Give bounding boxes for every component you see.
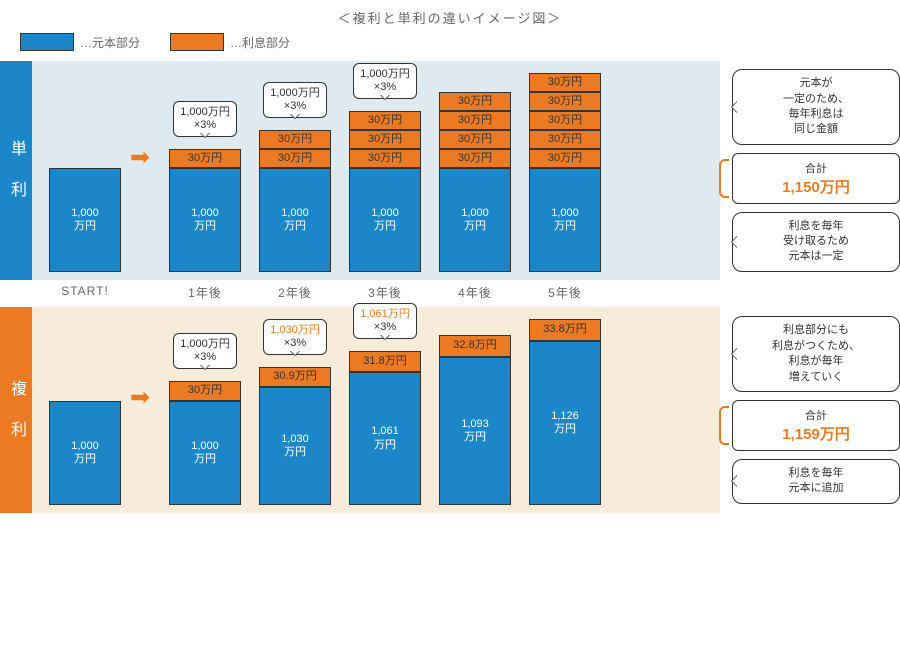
interest-seg: 30万円 bbox=[529, 149, 601, 168]
principal-seg: 1,000万円 bbox=[169, 168, 241, 272]
bar: 1,000万円30万円30万円30万円30万円 bbox=[439, 92, 511, 272]
legend-principal-label: …元本部分 bbox=[80, 34, 140, 51]
chart-title: ＜複利と単利の違いイメージ図＞ bbox=[0, 8, 900, 27]
compound-note-bottom: 利息を毎年元本に追加 bbox=[732, 459, 900, 504]
interest-seg: 30万円 bbox=[439, 111, 511, 130]
bar: 1,126万円33.8万円 bbox=[529, 319, 601, 505]
principal-seg: 1,061万円 bbox=[349, 372, 421, 505]
bar: 1,061万円31.8万円 bbox=[349, 351, 421, 505]
xaxis-label: START! bbox=[40, 284, 130, 301]
legend-interest-label: …利息部分 bbox=[230, 34, 290, 51]
simple-col: 1,000万円 bbox=[40, 168, 130, 272]
xaxis-label: 4年後 bbox=[430, 284, 520, 301]
xaxis-label: 5年後 bbox=[520, 284, 610, 301]
compound-total-label: 合計 bbox=[741, 407, 891, 423]
bar: 1,000万円 bbox=[49, 401, 121, 505]
bar: 1,000万円 bbox=[49, 168, 121, 272]
simple-col: 1,000万円30万円1,000万円×3% bbox=[160, 149, 250, 272]
interest-seg: 30万円 bbox=[259, 130, 331, 149]
tab-simple: 単 利 bbox=[0, 61, 32, 280]
interest-seg: 30万円 bbox=[529, 111, 601, 130]
legend-principal: …元本部分 bbox=[20, 33, 140, 51]
principal-seg: 1,093万円 bbox=[439, 357, 511, 505]
compound-col: 1,000万円 bbox=[40, 401, 130, 505]
interest-seg: 30万円 bbox=[439, 130, 511, 149]
arrow-icon: ➡ bbox=[130, 383, 160, 442]
legend: …元本部分 …利息部分 bbox=[0, 33, 900, 51]
interest-seg: 30万円 bbox=[529, 92, 601, 111]
simple-section: 単 利 1,000万円➡1,000万円30万円1,000万円×3%1,000万円… bbox=[0, 61, 900, 280]
bar: 1,000万円30万円 bbox=[169, 381, 241, 505]
principal-seg: 1,000万円 bbox=[169, 401, 241, 505]
simple-col: 1,000万円30万円30万円30万円30万円30万円 bbox=[520, 73, 610, 272]
simple-total-value: 1,150万円 bbox=[741, 176, 891, 197]
calc-balloon: 1,061万円×3% bbox=[353, 303, 417, 339]
compound-note-top: 利息部分にも利息がつくため、利息が毎年増えていく bbox=[732, 316, 900, 392]
xaxis-label: 1年後 bbox=[160, 284, 250, 301]
interest-seg: 30万円 bbox=[349, 149, 421, 168]
simple-total-label: 合計 bbox=[741, 160, 891, 176]
compound-col: 1,093万円32.8万円 bbox=[430, 335, 520, 505]
interest-seg: 32.8万円 bbox=[439, 335, 511, 357]
principal-seg: 1,126万円 bbox=[529, 341, 601, 505]
simple-total: 合計 1,150万円 bbox=[732, 153, 900, 204]
simple-col: 1,000万円30万円30万円1,000万円×3% bbox=[250, 130, 340, 272]
interest-seg: 30万円 bbox=[439, 149, 511, 168]
interest-seg: 30万円 bbox=[529, 73, 601, 92]
compound-col: 1,061万円31.8万円1,061万円×3% bbox=[340, 351, 430, 505]
interest-seg: 30万円 bbox=[349, 111, 421, 130]
interest-seg: 30万円 bbox=[439, 92, 511, 111]
simple-col: 1,000万円30万円30万円30万円1,000万円×3% bbox=[340, 111, 430, 272]
interest-seg: 30万円 bbox=[169, 381, 241, 401]
arrow-icon: ➡ bbox=[130, 143, 160, 202]
simple-col: 1,000万円30万円30万円30万円30万円 bbox=[430, 92, 520, 272]
principal-seg: 1,030万円 bbox=[259, 387, 331, 505]
bar: 1,000万円30万円30万円 bbox=[259, 130, 331, 272]
xaxis-label: 2年後 bbox=[250, 284, 340, 301]
panel-compound: 1,000万円➡1,000万円30万円1,000万円×3%1,030万円30.9… bbox=[32, 307, 720, 513]
compound-col: 1,030万円30.9万円1,030万円×3% bbox=[250, 367, 340, 505]
simple-note-bottom: 利息を毎年受け取るため元本は一定 bbox=[732, 212, 900, 272]
principal-seg: 1,000万円 bbox=[49, 401, 121, 505]
interest-seg: 30万円 bbox=[259, 149, 331, 168]
tab-compound: 複 利 bbox=[0, 307, 32, 513]
compound-section: 複 利 1,000万円➡1,000万円30万円1,000万円×3%1,030万円… bbox=[0, 307, 900, 513]
calc-balloon: 1,000万円×3% bbox=[353, 63, 417, 99]
interest-seg: 30万円 bbox=[169, 149, 241, 168]
xaxis-label: 3年後 bbox=[340, 284, 430, 301]
simple-note-top: 元本が一定のため、毎年利息は同じ金額 bbox=[732, 69, 900, 145]
swatch-interest bbox=[170, 33, 224, 51]
bar: 1,000万円30万円30万円30万円30万円30万円 bbox=[529, 73, 601, 272]
interest-seg: 30.9万円 bbox=[259, 367, 331, 387]
interest-seg: 30万円 bbox=[349, 130, 421, 149]
calc-balloon: 1,000万円×3% bbox=[263, 82, 327, 118]
swatch-principal bbox=[20, 33, 74, 51]
interest-seg: 31.8万円 bbox=[349, 351, 421, 372]
bar: 1,030万円30.9万円 bbox=[259, 367, 331, 505]
panel-simple: 1,000万円➡1,000万円30万円1,000万円×3%1,000万円30万円… bbox=[32, 61, 720, 280]
bar: 1,000万円30万円30万円30万円 bbox=[349, 111, 421, 272]
calc-balloon: 1,000万円×3% bbox=[173, 333, 237, 369]
bar: 1,000万円30万円 bbox=[169, 149, 241, 272]
principal-seg: 1,000万円 bbox=[259, 168, 331, 272]
principal-seg: 1,000万円 bbox=[439, 168, 511, 272]
principal-seg: 1,000万円 bbox=[49, 168, 121, 272]
legend-interest: …利息部分 bbox=[170, 33, 290, 51]
compound-total-value: 1,159万円 bbox=[741, 423, 891, 444]
compound-total: 合計 1,159万円 bbox=[732, 400, 900, 451]
principal-seg: 1,000万円 bbox=[349, 168, 421, 272]
simple-side: 元本が一定のため、毎年利息は同じ金額 合計 1,150万円 利息を毎年受け取るた… bbox=[720, 61, 900, 280]
compound-side: 利息部分にも利息がつくため、利息が毎年増えていく 合計 1,159万円 利息を毎… bbox=[720, 307, 900, 513]
compound-col: 1,000万円30万円1,000万円×3% bbox=[160, 381, 250, 505]
interest-seg: 33.8万円 bbox=[529, 319, 601, 341]
principal-seg: 1,000万円 bbox=[529, 168, 601, 272]
calc-balloon: 1,030万円×3% bbox=[263, 319, 327, 355]
bar: 1,093万円32.8万円 bbox=[439, 335, 511, 505]
xaxis: START! 1年後2年後3年後4年後5年後 bbox=[0, 284, 900, 301]
interest-seg: 30万円 bbox=[529, 130, 601, 149]
compound-col: 1,126万円33.8万円 bbox=[520, 319, 610, 505]
calc-balloon: 1,000万円×3% bbox=[173, 101, 237, 137]
